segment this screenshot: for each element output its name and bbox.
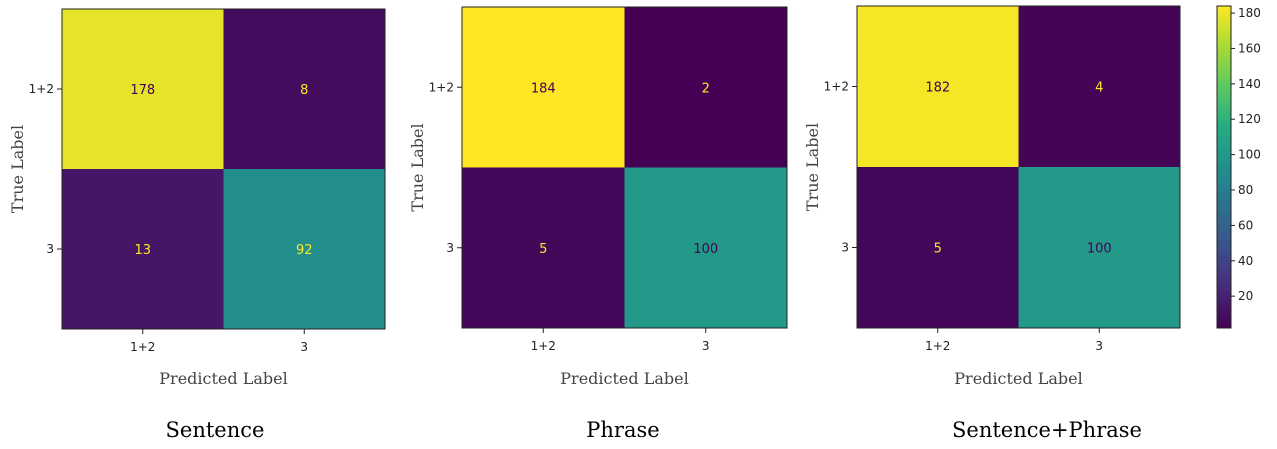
panel-caption: Phrase <box>586 418 659 442</box>
cell-value-label: 182 <box>925 81 950 96</box>
x-axis-label: Predicted Label <box>159 369 287 388</box>
colorbar-tick-label: 60 <box>1238 218 1253 232</box>
cell-value-label: 5 <box>934 242 942 257</box>
cell-value-label: 184 <box>531 81 556 96</box>
y-tick-label: 3 <box>841 241 849 255</box>
cell-value-label: 92 <box>296 243 313 258</box>
cell-r0-c0 <box>462 7 625 168</box>
confusion-matrix-1: 178 8 13 92 1+2 3 1+2 3 Predicted Label True Labe… <box>8 8 386 442</box>
cell-r0-c1 <box>1018 6 1180 167</box>
x-tick-label: 1+2 <box>531 339 556 353</box>
cell-value-label: 2 <box>702 81 710 96</box>
x-axis-label: Predicted Label <box>954 369 1082 388</box>
colorbar-gradient <box>1216 5 1232 329</box>
cell-value-label: 8 <box>300 83 308 98</box>
plot-frame <box>461 6 788 329</box>
cell-value-label: 100 <box>1087 242 1112 257</box>
cell-value-label: 13 <box>134 243 151 258</box>
x-tick-label: 3 <box>300 340 308 354</box>
cell-r1-c0 <box>62 169 224 329</box>
y-tick-label: 3 <box>46 242 54 256</box>
colorbar-tick-label: 100 <box>1238 148 1261 162</box>
y-axis-label: True Label <box>8 125 27 213</box>
cell-value-label: 4 <box>1095 81 1103 96</box>
plot-frame <box>856 5 1181 329</box>
colorbar-tick-label: 160 <box>1238 41 1261 55</box>
y-tick-label: 1+2 <box>429 80 454 94</box>
colorbar-tick-label: 180 <box>1238 6 1261 20</box>
cell-value-label: 178 <box>130 83 155 98</box>
y-axis-label: True Label <box>803 123 822 211</box>
cell-r1-c1 <box>223 169 385 329</box>
colorbar-tick-label: 40 <box>1238 254 1253 268</box>
colorbar: 20 40 60 80 100 120 140 160 180 <box>1216 5 1261 329</box>
cell-r1-c1 <box>624 167 787 328</box>
cell-r0-c1 <box>223 9 385 169</box>
colorbar-tick-label: 20 <box>1238 289 1253 303</box>
colorbar-tick-label: 120 <box>1238 112 1261 126</box>
cell-value-label: 5 <box>539 242 547 257</box>
y-tick-label: 1+2 <box>29 82 54 96</box>
cell-r1-c0 <box>462 167 625 328</box>
cell-r1-c1 <box>1018 167 1180 328</box>
y-tick-label: 1+2 <box>824 80 849 94</box>
x-tick-label: 3 <box>1095 339 1103 353</box>
colorbar-tick-label: 80 <box>1238 183 1253 197</box>
y-tick-label: 3 <box>446 241 454 255</box>
confusion-matrix-2: 184 2 5 100 1+2 3 1+2 3 Predicted Label True Labe… <box>408 6 788 442</box>
x-tick-label: 1+2 <box>130 340 155 354</box>
y-axis-label: True Label <box>408 123 427 211</box>
cell-value-label: 100 <box>693 242 718 257</box>
cell-r0-c0 <box>857 6 1019 167</box>
panel-caption: Sentence <box>166 418 265 442</box>
confusion-matrix-3: 182 4 5 100 1+2 3 1+2 3 Predicted Label True Labe… <box>803 5 1181 442</box>
cell-r0-c0 <box>62 9 224 169</box>
colorbar-tick-label: 140 <box>1238 77 1261 91</box>
x-tick-label: 3 <box>702 339 710 353</box>
x-axis-label: Predicted Label <box>560 369 688 388</box>
cell-r0-c1 <box>624 7 787 168</box>
plot-frame <box>61 8 386 330</box>
x-tick-label: 1+2 <box>925 339 950 353</box>
cell-r1-c0 <box>857 167 1019 328</box>
panel-caption: Sentence+Phrase <box>952 418 1142 442</box>
